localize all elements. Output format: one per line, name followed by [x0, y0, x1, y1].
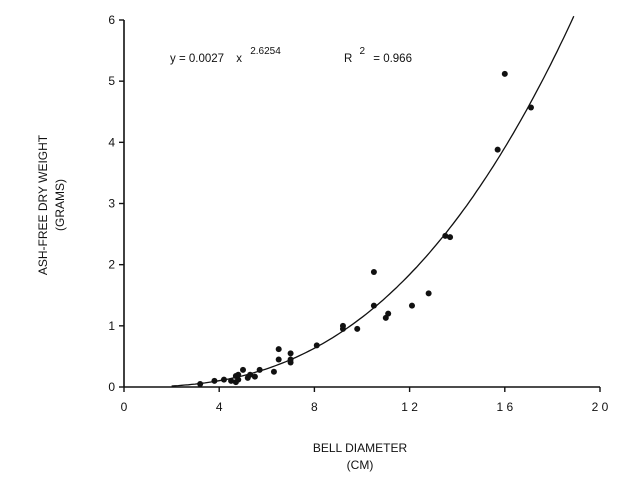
data-point [385, 310, 392, 317]
r-squared-value: = 0.966 [373, 53, 412, 65]
data-points [197, 70, 534, 387]
data-point [313, 342, 320, 349]
data-point [339, 322, 346, 329]
equation-exponent: 2.6254 [250, 46, 281, 57]
data-point [235, 371, 242, 378]
data-point [251, 373, 258, 380]
data-point [275, 356, 282, 363]
data-point [275, 346, 282, 353]
x-axis-title: BELL DIAMETER [313, 441, 408, 455]
data-point [197, 380, 204, 387]
y-tick-label: 5 [108, 74, 115, 88]
data-point [287, 356, 294, 363]
data-point [220, 376, 227, 383]
x-tick-label: 4 [216, 400, 223, 414]
x-tick-label: 8 [311, 400, 318, 414]
y-axis-ticks: 0 1 2 3 4 5 6 [108, 13, 124, 394]
data-point [354, 325, 361, 332]
x-axis-ticks: 0 4 8 1 2 1 6 2 0 [121, 387, 609, 414]
data-point [370, 269, 377, 276]
data-point [211, 377, 218, 384]
y-axis-title: ASH-FREE DRY WEIGHT [36, 134, 50, 275]
r-squared-annotation: R 2 = 0.966 [344, 45, 412, 65]
data-point [408, 302, 415, 309]
data-point [442, 232, 449, 239]
data-point [527, 104, 534, 111]
data-point [370, 302, 377, 309]
y-axis-unit: (GRAMS) [53, 179, 67, 231]
y-tick-label: 3 [108, 197, 115, 211]
y-tick-label: 0 [108, 380, 115, 394]
data-point [247, 371, 254, 378]
data-point [447, 234, 454, 241]
data-point [270, 368, 277, 375]
data-point [235, 376, 242, 383]
x-tick-label: 0 [121, 400, 128, 414]
y-tick-label: 4 [108, 135, 115, 149]
data-point [425, 290, 432, 297]
x-tick-label: 1 6 [496, 400, 513, 414]
equation-annotation: y = 0.0027 x 2.6254 [170, 46, 281, 65]
equation-base: x [236, 53, 242, 65]
equation-lhs: y = 0.0027 [170, 53, 224, 65]
x-axis-unit: (CM) [347, 458, 374, 472]
x-tick-label: 2 0 [592, 400, 609, 414]
y-tick-label: 2 [108, 258, 115, 272]
data-point [228, 377, 235, 384]
y-tick-label: 1 [108, 319, 115, 333]
data-point [287, 350, 294, 357]
x-tick-label: 1 2 [401, 400, 418, 414]
data-point [240, 366, 246, 373]
r-squared-lhs: R [344, 53, 352, 65]
r-squared-exponent: 2 [360, 46, 366, 57]
data-point [501, 70, 508, 77]
y-tick-label: 6 [108, 13, 115, 27]
data-point [494, 146, 501, 153]
data-point [256, 366, 263, 373]
power-fit-curve [171, 15, 575, 387]
